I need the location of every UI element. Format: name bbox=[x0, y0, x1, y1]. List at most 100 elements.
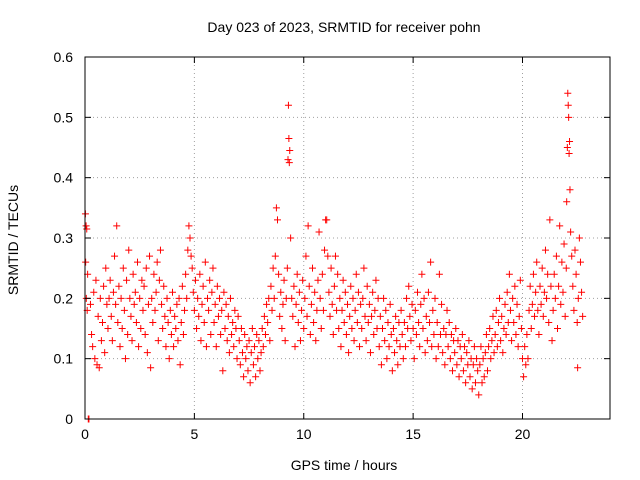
data-point bbox=[116, 343, 124, 351]
data-point bbox=[268, 306, 276, 314]
data-point bbox=[422, 312, 430, 320]
data-point bbox=[313, 306, 321, 314]
data-point bbox=[423, 337, 431, 345]
data-point bbox=[174, 337, 182, 345]
data-point bbox=[105, 294, 113, 302]
data-point bbox=[167, 331, 175, 339]
data-point bbox=[354, 288, 362, 296]
data-point bbox=[446, 355, 454, 363]
data-point bbox=[328, 300, 336, 308]
data-point bbox=[326, 312, 334, 320]
data-point bbox=[104, 325, 112, 332]
data-point bbox=[316, 294, 324, 302]
data-point bbox=[458, 331, 466, 339]
data-point bbox=[545, 318, 553, 326]
data-point bbox=[303, 312, 311, 320]
data-point bbox=[150, 270, 158, 278]
data-point bbox=[161, 312, 169, 320]
data-point bbox=[260, 312, 268, 320]
data-point bbox=[256, 367, 264, 375]
data-point bbox=[344, 300, 351, 308]
data-point bbox=[550, 270, 558, 278]
data-point bbox=[311, 288, 319, 296]
data-point bbox=[424, 288, 432, 296]
data-point bbox=[534, 306, 542, 314]
data-point bbox=[462, 379, 470, 387]
data-point bbox=[279, 300, 287, 308]
data-point bbox=[339, 276, 347, 284]
data-point bbox=[83, 225, 91, 233]
data-point bbox=[418, 270, 426, 278]
data-point bbox=[406, 312, 414, 320]
data-point bbox=[352, 270, 360, 278]
data-point bbox=[525, 306, 533, 314]
data-point bbox=[246, 379, 254, 387]
data-point bbox=[574, 294, 582, 302]
data-point bbox=[138, 276, 146, 284]
data-point bbox=[471, 379, 479, 387]
data-point bbox=[113, 222, 121, 230]
data-point bbox=[459, 367, 467, 375]
data-point bbox=[117, 294, 125, 302]
data-point bbox=[231, 306, 239, 314]
data-point bbox=[159, 325, 167, 332]
data-point bbox=[140, 282, 148, 290]
data-point bbox=[295, 288, 303, 296]
data-point bbox=[482, 331, 490, 339]
data-point bbox=[409, 325, 417, 332]
data-point bbox=[274, 216, 281, 224]
data-point bbox=[426, 318, 434, 326]
data-point bbox=[241, 331, 249, 339]
data-point bbox=[296, 337, 304, 345]
ticks-layer: 0 5 10 15 20 0 0.1 0.2 0.3 0.4 0.5 0.6 bbox=[54, 49, 610, 442]
data-point bbox=[82, 258, 90, 266]
data-point bbox=[141, 331, 149, 339]
data-point bbox=[568, 252, 576, 260]
data-point bbox=[88, 331, 96, 339]
data-point bbox=[185, 222, 193, 230]
data-point bbox=[200, 318, 208, 326]
data-point bbox=[213, 282, 221, 290]
data-point bbox=[431, 294, 439, 302]
data-point bbox=[212, 343, 220, 351]
data-point bbox=[179, 331, 187, 339]
data-point bbox=[363, 282, 371, 290]
data-point bbox=[433, 318, 441, 326]
data-point bbox=[340, 318, 348, 326]
data-point bbox=[173, 300, 181, 308]
data-point bbox=[101, 349, 109, 357]
y-tick-label: 0 bbox=[65, 411, 73, 427]
data-point bbox=[208, 288, 216, 296]
data-point bbox=[195, 312, 203, 320]
data-point bbox=[488, 337, 496, 345]
data-point bbox=[123, 276, 131, 284]
data-point bbox=[541, 246, 549, 254]
data-point bbox=[457, 355, 465, 363]
data-point bbox=[510, 318, 518, 326]
data-point bbox=[398, 331, 406, 339]
data-point bbox=[473, 355, 481, 363]
data-point bbox=[579, 312, 587, 320]
data-point bbox=[206, 276, 214, 284]
data-point bbox=[511, 282, 519, 290]
data-point bbox=[233, 355, 241, 363]
data-point bbox=[163, 294, 171, 302]
data-point bbox=[385, 343, 393, 351]
data-point bbox=[479, 355, 487, 363]
data-point bbox=[287, 234, 295, 242]
data-point bbox=[486, 325, 494, 332]
data-point bbox=[544, 270, 552, 278]
data-point bbox=[376, 312, 384, 320]
data-point bbox=[125, 246, 133, 254]
data-point bbox=[199, 282, 207, 290]
data-point bbox=[536, 282, 544, 290]
data-point bbox=[356, 343, 364, 351]
data-point bbox=[540, 288, 548, 296]
x-tick-label: 15 bbox=[405, 426, 421, 442]
data-point bbox=[156, 246, 164, 254]
data-point bbox=[202, 343, 210, 351]
data-point bbox=[337, 343, 345, 351]
data-point bbox=[465, 337, 473, 345]
data-point bbox=[361, 312, 369, 320]
data-point bbox=[89, 343, 97, 351]
